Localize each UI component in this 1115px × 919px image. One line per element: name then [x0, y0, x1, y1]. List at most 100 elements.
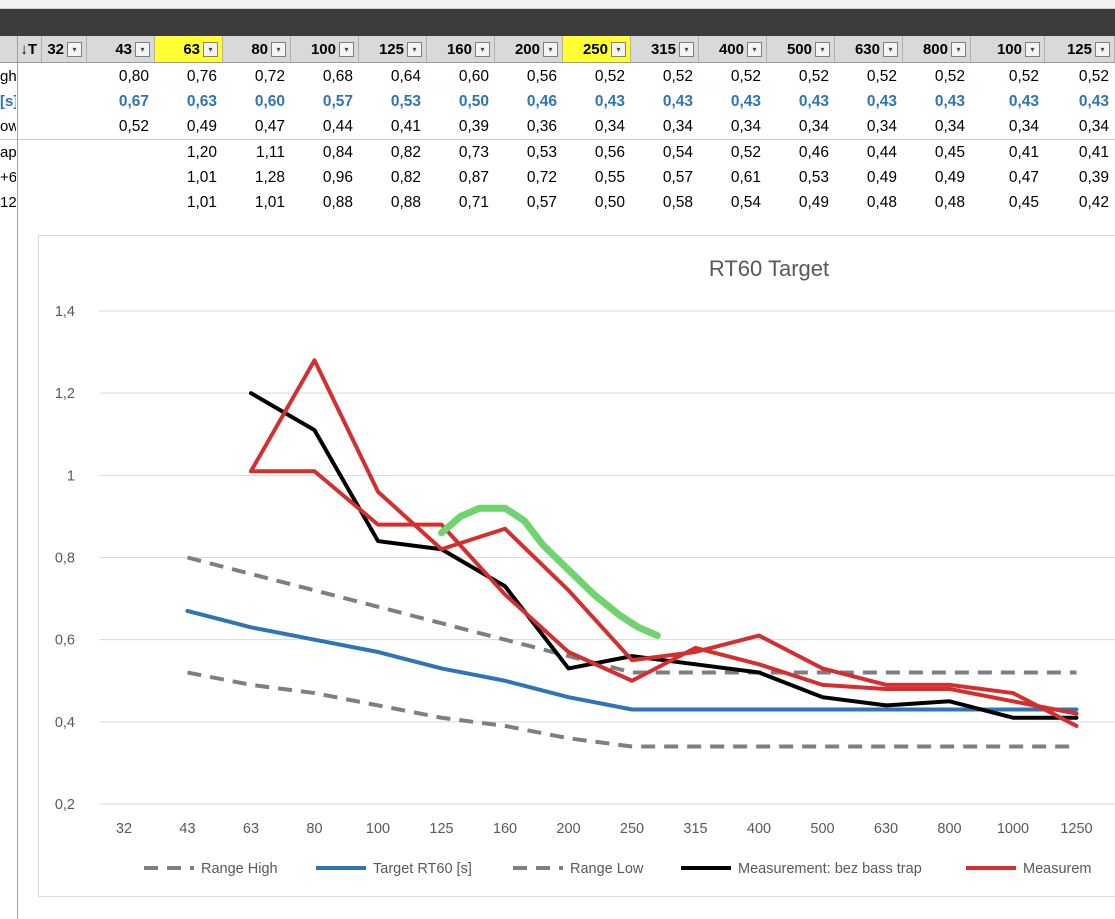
table-cell[interactable]: 0,43 [798, 93, 829, 110]
filter-header-125[interactable]: 125 ▾ [1045, 36, 1115, 63]
table-cell[interactable]: 1,20 [186, 144, 217, 161]
table-cell[interactable]: 0,60 [458, 68, 489, 85]
table-cell[interactable]: 0,50 [458, 93, 489, 110]
table-cell[interactable]: 0,42 [1078, 194, 1109, 211]
table-cell[interactable]: 0,43 [1008, 93, 1039, 110]
table-cell[interactable]: 0,64 [390, 68, 421, 85]
table-cell[interactable]: 0,54 [662, 144, 693, 161]
table-cell[interactable]: 1,01 [254, 194, 285, 211]
table-cell[interactable]: 0,88 [322, 194, 353, 211]
table-cell[interactable]: 0,52 [662, 68, 693, 85]
filter-header-630[interactable]: 630 ▾ [835, 36, 903, 63]
table-cell[interactable]: 0,52 [1008, 68, 1039, 85]
table-cell[interactable]: 0,44 [866, 144, 897, 161]
table-cell[interactable]: 0,61 [730, 169, 761, 186]
table-cell[interactable]: 0,48 [934, 194, 965, 211]
table-cell[interactable]: 0,48 [866, 194, 897, 211]
filter-header-400[interactable]: 400 ▾ [699, 36, 767, 63]
table-cell[interactable]: 0,43 [594, 93, 625, 110]
table-cell[interactable]: 0,52 [1078, 68, 1109, 85]
table-cell[interactable]: 0,49 [186, 118, 217, 135]
table-cell[interactable]: 0,56 [526, 68, 557, 85]
table-cell[interactable]: 0,46 [798, 144, 829, 161]
table-cell[interactable]: 0,52 [798, 68, 829, 85]
table-cell[interactable]: 0,52 [594, 68, 625, 85]
filter-dropdown-icon[interactable]: ▾ [883, 41, 898, 57]
table-cell[interactable]: 0,34 [730, 118, 761, 135]
table-cell[interactable]: 0,47 [254, 118, 285, 135]
filter-header-160[interactable]: 160 ▾ [427, 36, 495, 63]
table-cell[interactable]: 0,84 [322, 144, 353, 161]
filter-dropdown-icon[interactable]: ▾ [679, 41, 694, 57]
table-cell[interactable]: 0,43 [1078, 93, 1109, 110]
table-cell[interactable]: 0,57 [662, 169, 693, 186]
table-cell[interactable]: 0,60 [254, 93, 285, 110]
table-cell[interactable]: 0,36 [526, 118, 557, 135]
table-cell[interactable]: 0,72 [254, 68, 285, 85]
table-cell[interactable]: 0,41 [1078, 144, 1109, 161]
table-cell[interactable]: 0,71 [458, 194, 489, 211]
table-cell[interactable]: 0,44 [322, 118, 353, 135]
table-cell[interactable]: 0,39 [1078, 169, 1109, 186]
table-cell[interactable]: 0,49 [934, 169, 965, 186]
filter-header-43[interactable]: 43 ▾ [87, 36, 155, 63]
table-cell[interactable]: 0,34 [866, 118, 897, 135]
table-cell[interactable]: 0,41 [390, 118, 421, 135]
table-cell[interactable]: 0,80 [118, 68, 149, 85]
filter-dropdown-icon[interactable]: ▾ [815, 41, 830, 57]
table-cell[interactable]: 0,68 [322, 68, 353, 85]
table-cell[interactable]: 0,58 [662, 194, 693, 211]
table-cell[interactable]: 0,46 [526, 93, 557, 110]
table-cell[interactable]: 0,34 [662, 118, 693, 135]
table-cell[interactable]: 0,76 [186, 68, 217, 85]
table-cell[interactable]: 0,82 [390, 144, 421, 161]
filter-header-125[interactable]: 125 ▾ [359, 36, 427, 63]
table-cell[interactable]: 0,45 [934, 144, 965, 161]
filter-header-800[interactable]: 800 ▾ [903, 36, 971, 63]
filter-header-200[interactable]: 200 ▾ [495, 36, 563, 63]
rt60-chart[interactable]: RT60 Target 0,2 0,4 0,6 0,8 1 1,2 1,4 32 43 63 80… [38, 235, 1115, 897]
filter-dropdown-icon[interactable]: ▾ [203, 41, 218, 57]
table-cell[interactable]: 0,45 [1008, 194, 1039, 211]
table-cell[interactable]: 0,57 [526, 194, 557, 211]
table-cell[interactable]: 0,39 [458, 118, 489, 135]
table-cell[interactable]: 0,57 [322, 93, 353, 110]
table-cell[interactable]: 0,43 [730, 93, 761, 110]
table-cell[interactable] [87, 165, 149, 190]
table-cell[interactable]: 0,73 [458, 144, 489, 161]
table-cell[interactable]: 0,34 [934, 118, 965, 135]
table-cell[interactable]: 0,53 [390, 93, 421, 110]
table-cell[interactable]: 0,49 [866, 169, 897, 186]
table-cell[interactable]: 0,43 [866, 93, 897, 110]
table-cell[interactable]: 0,34 [1078, 118, 1109, 135]
table-cell[interactable]: 0,34 [1008, 118, 1039, 135]
filter-dropdown-icon[interactable]: ▾ [1095, 41, 1110, 57]
table-cell[interactable]: 0,52 [934, 68, 965, 85]
filter-dropdown-icon[interactable]: ▾ [67, 41, 82, 57]
filter-header-500[interactable]: 500 ▾ [767, 36, 835, 63]
filter-header-250[interactable]: 250 ▾ [563, 36, 631, 63]
spreadsheet-grid[interactable]: ↓T 32 ▾ 43 ▾ 63 ▾ 80 ▾ 100 ▾ 125 ▾ 160 ▾ 200 ▾ 250 ▾ 315 ▾ 4… [0, 36, 1115, 216]
table-cell[interactable]: 1,01 [186, 169, 217, 186]
table-cell[interactable]: 0,54 [730, 194, 761, 211]
table-cell[interactable]: 0,50 [594, 194, 625, 211]
table-cell[interactable]: 0,34 [798, 118, 829, 135]
table-cell[interactable]: 0,41 [1008, 144, 1039, 161]
table-cell[interactable]: 0,49 [798, 194, 829, 211]
table-cell[interactable]: 0,43 [662, 93, 693, 110]
filter-dropdown-icon[interactable]: ▾ [339, 41, 354, 57]
table-cell[interactable]: 0,34 [594, 118, 625, 135]
filter-header-80[interactable]: 80 ▾ [223, 36, 291, 63]
table-cell[interactable] [87, 190, 149, 215]
table-cell[interactable]: 0,88 [390, 194, 421, 211]
table-cell[interactable] [87, 140, 149, 165]
filter-dropdown-icon[interactable]: ▾ [543, 41, 558, 57]
table-cell[interactable]: 0,67 [118, 93, 149, 110]
table-cell[interactable]: 0,96 [322, 169, 353, 186]
table-cell[interactable]: 0,55 [594, 169, 625, 186]
table-cell[interactable]: 0,53 [798, 169, 829, 186]
table-cell[interactable]: 0,47 [1008, 169, 1039, 186]
filter-dropdown-icon[interactable]: ▾ [475, 41, 490, 57]
filter-header-100[interactable]: 100 ▾ [971, 36, 1045, 63]
filter-dropdown-icon[interactable]: ▾ [135, 41, 150, 57]
